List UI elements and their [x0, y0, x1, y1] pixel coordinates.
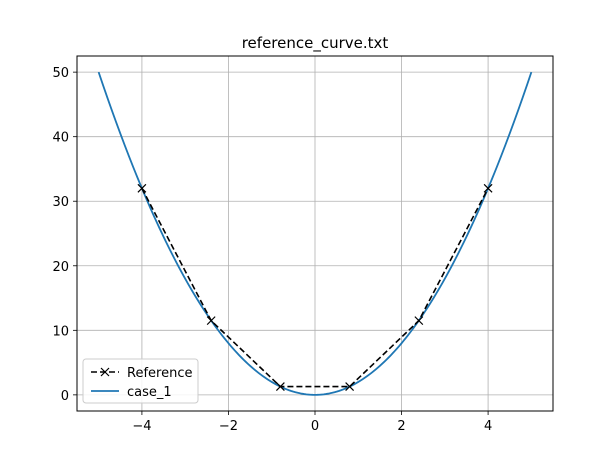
y-tick-label: 30 [52, 195, 69, 210]
reference-marker [275, 382, 285, 392]
y-tick-label: 10 [52, 324, 69, 339]
series-layer [97, 71, 533, 396]
y-tick-label: 40 [52, 131, 69, 146]
chart-title: reference_curve.txt [242, 34, 389, 53]
x-tick-label: 2 [397, 419, 405, 434]
series-reference-line [141, 187, 489, 388]
y-tick-label: 50 [52, 66, 69, 81]
legend-label-case-1: case_1 [127, 385, 172, 400]
x-tick-label: −4 [132, 419, 151, 434]
series-case-1-line [97, 71, 533, 396]
grid-lines [77, 56, 553, 411]
reference-marker [345, 382, 355, 392]
legend-box [82, 358, 199, 404]
x-tick-label: 0 [311, 419, 319, 434]
legend-reference-marker [100, 367, 110, 377]
reference-marker [137, 183, 147, 193]
x-tick-label: 4 [484, 419, 492, 434]
x-tick-label: −2 [219, 419, 238, 434]
reference-marker [414, 316, 424, 326]
y-tick-label: 0 [61, 389, 69, 404]
reference-marker [483, 183, 493, 193]
reference-marker [206, 316, 216, 326]
legend-label-reference: Reference [127, 366, 192, 381]
y-tick-label: 20 [52, 260, 69, 275]
legend: Reference case_1 [82, 358, 199, 404]
